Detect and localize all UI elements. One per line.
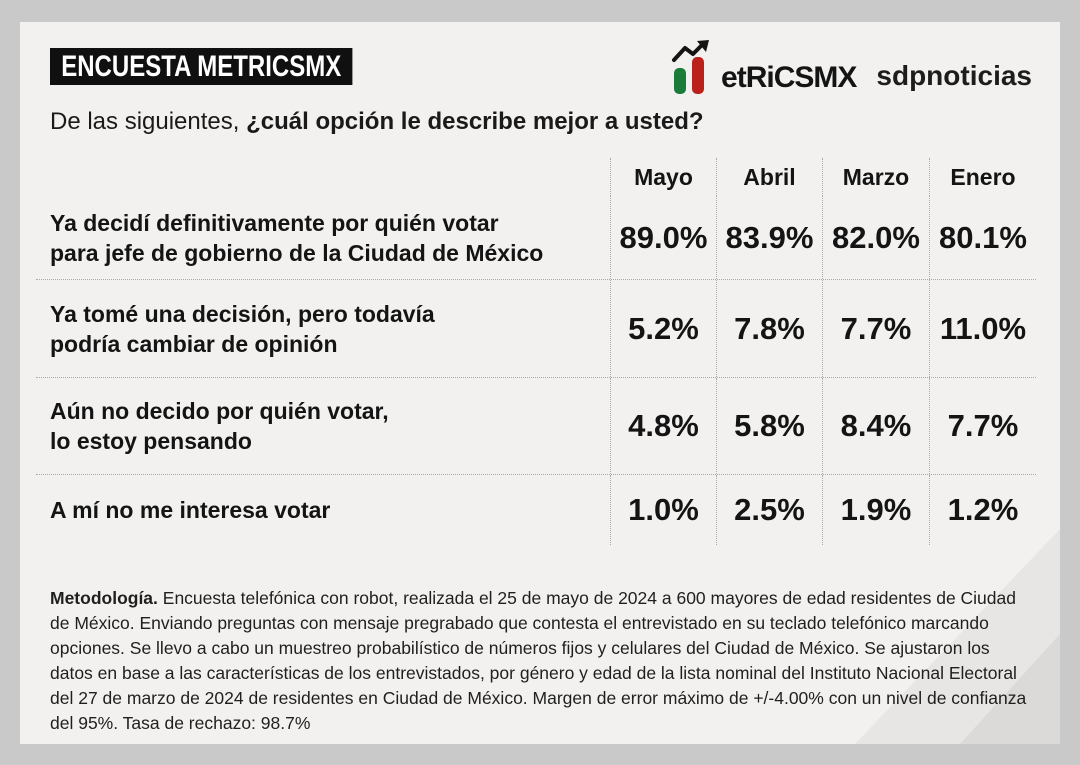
question-prefix: De las siguientes, xyxy=(50,108,247,135)
poll-results-table: Mayo Abril Marzo Enero Ya decidí definit… xyxy=(36,158,1036,545)
cell-value: 2.5% xyxy=(716,475,822,545)
methodology-note: Metodología. Encuesta telefónica con rob… xyxy=(50,586,1035,736)
row-label-line1: Ya decidí definitivamente por quién vota… xyxy=(50,209,499,236)
cell-value: 5.2% xyxy=(610,280,716,377)
cell-value: 7.8% xyxy=(716,280,822,377)
cell-value: 8.4% xyxy=(822,378,929,474)
row-label-line2: para jefe de gobierno de la Ciudad de Mé… xyxy=(50,239,544,266)
table-header-row: Mayo Abril Marzo Enero xyxy=(36,158,1036,196)
infographic-card: ENCUESTA METRICSMX etRiCSMX sdpnoticias … xyxy=(20,22,1060,744)
row-label: Aún no decido por quién votar, lo estoy … xyxy=(36,378,610,474)
column-header-abril: Abril xyxy=(716,158,822,196)
metricsmx-wordmark: etRiCSMX xyxy=(721,61,857,94)
methodology-body: Encuesta telefónica con robot, realizada… xyxy=(50,588,1027,733)
metricsmx-logo: etRiCSMX xyxy=(671,40,857,96)
row-label-line1: Ya tomé una decisión, pero todavía xyxy=(50,300,435,327)
cell-value: 89.0% xyxy=(610,196,716,279)
table-row: Ya decidí definitivamente por quién vota… xyxy=(36,196,1036,280)
cell-value: 1.0% xyxy=(610,475,716,545)
cell-value: 83.9% xyxy=(716,196,822,279)
row-label: A mí no me interesa votar xyxy=(36,475,610,545)
brand-group: etRiCSMX sdpnoticias xyxy=(671,40,1032,96)
cell-value: 5.8% xyxy=(716,378,822,474)
question-emphasis: ¿cuál opción le describe mejor a usted? xyxy=(246,108,704,135)
column-header-mayo: Mayo xyxy=(610,158,716,196)
cell-value: 7.7% xyxy=(822,280,929,377)
sdpnoticias-wordmark: sdpnoticias xyxy=(876,60,1032,91)
metricsmx-logo-icon xyxy=(672,40,710,94)
cell-value: 80.1% xyxy=(929,196,1036,279)
survey-question: De las siguientes, ¿cuál opción le descr… xyxy=(50,108,704,136)
row-label-line1: Aún no decido por quién votar, xyxy=(50,398,389,424)
cell-value: 7.7% xyxy=(929,378,1036,474)
cell-value: 4.8% xyxy=(610,378,716,474)
row-label-line2: lo estoy pensando xyxy=(50,428,252,454)
table-row: Aún no decido por quién votar, lo estoy … xyxy=(36,378,1036,475)
methodology-title: Metodología. xyxy=(50,588,158,608)
row-label: Ya tomé una decisión, pero todavía podrí… xyxy=(36,280,610,377)
cell-value: 82.0% xyxy=(822,196,929,279)
cell-value: 11.0% xyxy=(929,280,1036,377)
table-row: Ya tomé una decisión, pero todavía podrí… xyxy=(36,280,1036,378)
column-header-enero: Enero xyxy=(929,158,1036,196)
column-header-marzo: Marzo xyxy=(822,158,929,196)
cell-value: 1.2% xyxy=(929,475,1036,545)
row-label-line1: A mí no me interesa votar xyxy=(50,497,331,523)
row-label-line2: podría cambiar de opinión xyxy=(50,330,338,357)
cell-value: 1.9% xyxy=(822,475,929,545)
title-badge: ENCUESTA METRICSMX xyxy=(50,48,353,85)
table-row: A mí no me interesa votar 1.0% 2.5% 1.9%… xyxy=(36,475,1036,545)
row-label: Ya decidí definitivamente por quién vota… xyxy=(36,196,610,279)
